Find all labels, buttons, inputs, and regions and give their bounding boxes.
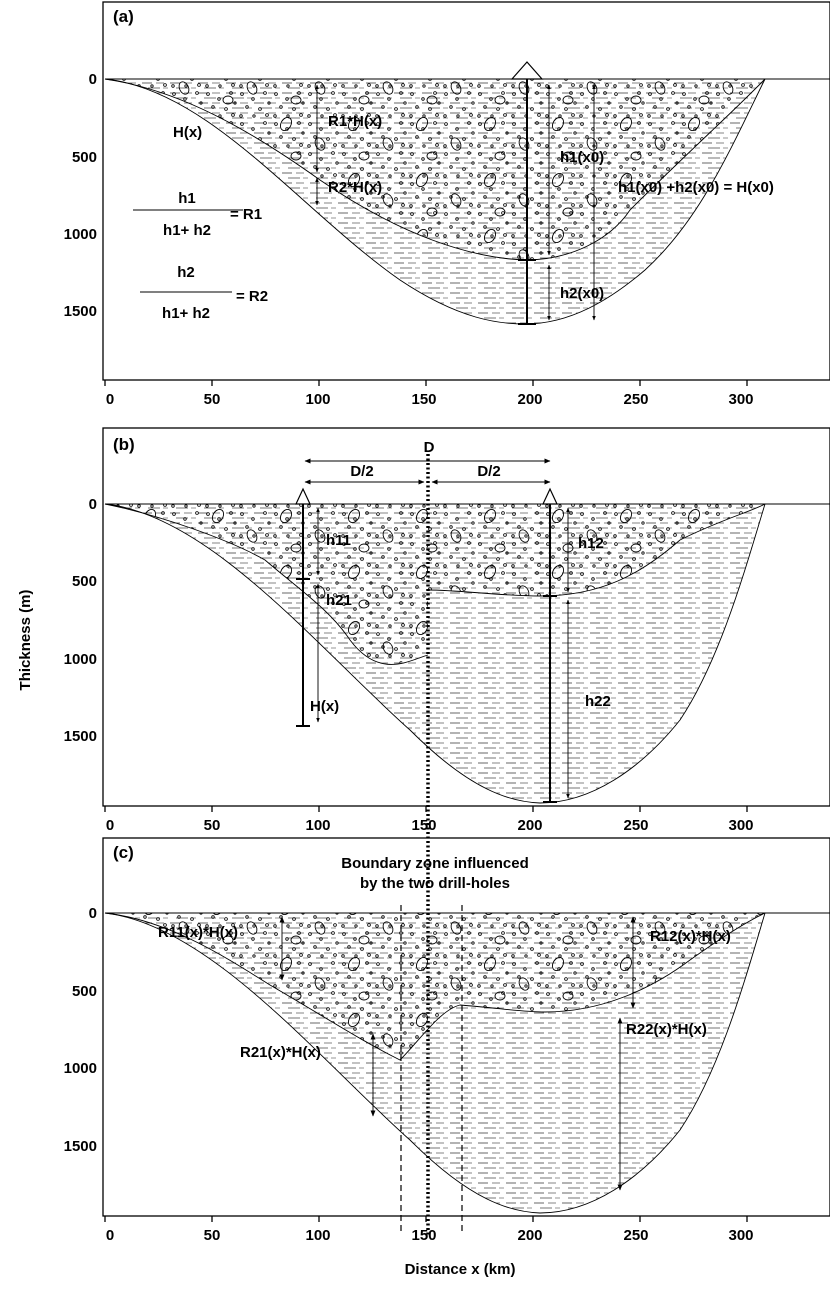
x-tick: 0 xyxy=(106,391,114,408)
panel-a-h1x0-label: h1(x0) xyxy=(560,149,604,166)
panel-a-h2x0-label: h2(x0) xyxy=(560,285,604,302)
x-tick: 300 xyxy=(728,1227,753,1244)
ratio2-result: = R2 xyxy=(236,288,268,305)
y-tick: 0 xyxy=(89,905,97,922)
y-tick: 500 xyxy=(72,983,97,1000)
h12-label: h12 xyxy=(578,535,604,552)
y-tick: 0 xyxy=(89,71,97,88)
panel-a-label: (a) xyxy=(113,7,134,26)
panel-a-r2-label: R2*H(x) xyxy=(328,179,382,196)
panel-c-y-ticks: 0 500 1000 1500 xyxy=(64,905,97,1155)
panel-b-y-ticks: 0 500 1000 1500 xyxy=(64,496,97,745)
panel-a-frame xyxy=(102,1,830,381)
x-tick: 100 xyxy=(305,391,330,408)
h21-label: h21 xyxy=(326,592,352,609)
x-tick: 300 xyxy=(728,391,753,408)
y-tick: 1000 xyxy=(64,651,97,668)
y-tick: 500 xyxy=(72,573,97,590)
ratio1-result: = R1 xyxy=(230,206,262,223)
x-tick: 250 xyxy=(623,1227,648,1244)
x-tick: 0 xyxy=(106,1227,114,1244)
y-tick: 1000 xyxy=(64,226,97,243)
r12-label: R12(x)*H(x) xyxy=(650,928,731,945)
panel-a-layer-boundary xyxy=(104,78,766,261)
d-half-right-label: D/2 xyxy=(477,463,500,480)
x-tick: 100 xyxy=(305,1227,330,1244)
panel-b: (b) D D/2 D/2 h11 h21 h12 h22 H(x) 0 500… xyxy=(64,427,830,1235)
panel-b-drill-marker-left xyxy=(295,487,311,505)
panel-c-cobbles xyxy=(105,913,765,1060)
h11-label: h11 xyxy=(326,532,351,549)
y-tick: 1000 xyxy=(64,1060,97,1077)
y-axis-title: Thickness (m) xyxy=(17,590,34,691)
panel-a-drill-marker xyxy=(510,61,544,80)
y-tick: 500 xyxy=(72,149,97,166)
y-tick: 1500 xyxy=(64,1138,97,1155)
x-tick: 200 xyxy=(517,391,542,408)
x-tick: 150 xyxy=(411,817,436,834)
r11-label: R11(x)*H(x) xyxy=(158,924,238,941)
x-tick: 300 xyxy=(728,817,753,834)
h22-label: h22 xyxy=(585,693,611,710)
panel-a-x-ticks: 0 50 100 150 200 250 300 xyxy=(104,380,754,408)
panel-b-basin-label: H(x) xyxy=(310,698,339,715)
x-tick: 0 xyxy=(106,817,114,834)
panel-c-label: (c) xyxy=(113,843,134,862)
ratio2-denominator: h1+ h2 xyxy=(162,305,210,322)
x-tick: 50 xyxy=(204,1227,221,1244)
panel-b-label: (b) xyxy=(113,435,135,454)
d-half-left-label: D/2 xyxy=(350,463,373,480)
ratio1-denominator: h1+ h2 xyxy=(163,222,211,239)
panel-b-cobbles xyxy=(105,504,765,664)
ratio2-numerator: h2 xyxy=(177,264,195,281)
panel-c: (c) Boundary zone influenced by the two … xyxy=(64,837,830,1244)
panel-b-drill-marker-right xyxy=(542,487,558,505)
x-tick: 150 xyxy=(411,1227,436,1244)
x-tick: 50 xyxy=(204,817,221,834)
boundary-zone-label-line2: by the two drill-holes xyxy=(360,875,510,892)
ratio1-numerator: h1 xyxy=(178,190,196,207)
y-tick: 1500 xyxy=(64,303,97,320)
x-tick: 250 xyxy=(623,817,648,834)
x-axis-title: Distance x (km) xyxy=(405,1261,516,1278)
x-tick: 50 xyxy=(204,391,221,408)
boundary-zone-label-line1: Boundary zone influenced xyxy=(341,855,529,872)
r21-label: R21(x)*H(x) xyxy=(240,1044,321,1061)
panel-a-basin-label: H(x) xyxy=(173,124,202,141)
panel-a-y-ticks: 0 500 1000 1500 xyxy=(64,71,97,320)
panel-b-x-ticks: 0 50 100 150 200 250 300 xyxy=(104,806,754,834)
panel-c-x-ticks: 0 50 100 150 200 250 300 xyxy=(104,1216,754,1244)
x-tick: 200 xyxy=(517,1227,542,1244)
r22-label: R22(x)*H(x) xyxy=(626,1021,707,1038)
d-label: D xyxy=(424,439,435,456)
x-tick: 150 xyxy=(411,391,436,408)
panel-a-upper-cobbles xyxy=(105,79,765,260)
x-tick: 200 xyxy=(517,817,542,834)
x-tick: 100 xyxy=(305,817,330,834)
panel-c-frame xyxy=(102,837,830,1217)
y-tick: 0 xyxy=(89,496,97,513)
panel-a-r1-label: R1*H(x) xyxy=(328,113,382,130)
panel-b-frame xyxy=(102,427,830,807)
panel-a: (a) H(x) R1*H(x) R2*H(x) h1(x0) h2(x0) h… xyxy=(64,1,830,408)
x-tick: 250 xyxy=(623,391,648,408)
y-tick: 1500 xyxy=(64,728,97,745)
panel-a-sum-label: h1(x0) +h2(x0) = H(x0) xyxy=(618,179,774,196)
